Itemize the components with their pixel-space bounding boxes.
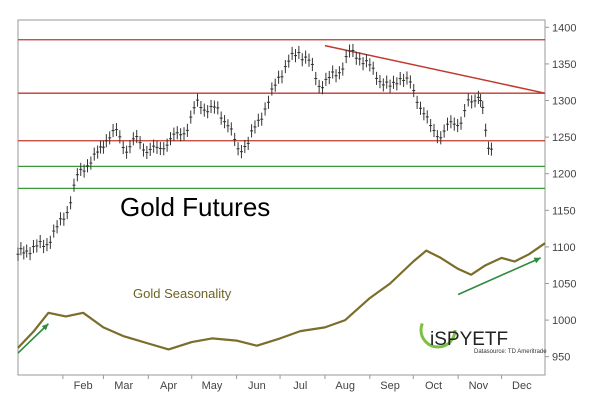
ispyetf-logo: iSPYETF Datasource: TD Ameritrade	[419, 311, 547, 355]
y-tick-label: 1350	[552, 59, 576, 71]
y-tick-label: 1150	[552, 205, 576, 217]
plot-area: 950 1000 1050 1100 1150 1200 1250 1300 1350 1400 F…	[16, 19, 576, 392]
y-tick-label: 1250	[552, 132, 576, 144]
chart-title: Gold Futures	[120, 192, 270, 222]
y-tick-label: 950	[552, 352, 570, 364]
trend-arrow	[17, 323, 49, 354]
y-tick-label: 1050	[552, 279, 576, 291]
y-tick-label: 1000	[552, 315, 576, 327]
x-tick-label: Dec	[512, 380, 532, 392]
x-tick-label: Sep	[380, 380, 400, 392]
y-tick-label: 1200	[552, 169, 576, 181]
x-tick-label: Oct	[425, 380, 442, 392]
y-tick-label: 1400	[552, 22, 576, 34]
y-tick-label: 1100	[552, 242, 576, 254]
logo-brand: iSPYETF	[430, 329, 508, 350]
logo-ring-icon	[419, 311, 457, 349]
y-tick-label: 1300	[552, 96, 576, 108]
x-tick-label: Jun	[248, 380, 266, 392]
x-tick-label: Mar	[114, 380, 133, 392]
x-tick-label: May	[202, 380, 223, 392]
logo-source: Datasource: TD Ameritrade	[474, 349, 547, 355]
trend-arrow	[457, 257, 541, 296]
trendline	[324, 44, 546, 94]
x-tick-label: Apr	[160, 380, 177, 392]
trend-arrow-head	[41, 323, 49, 331]
trend-arrow-head	[533, 257, 541, 264]
seasonality-line	[17, 242, 546, 351]
x-tick-label: Jul	[293, 380, 307, 392]
x-tick-label: Feb	[74, 380, 93, 392]
x-tick-label: Nov	[469, 380, 489, 392]
plot-frame	[17, 19, 546, 376]
seasonality-label: Gold Seasonality	[133, 286, 232, 301]
x-tick-label: Aug	[335, 380, 355, 392]
